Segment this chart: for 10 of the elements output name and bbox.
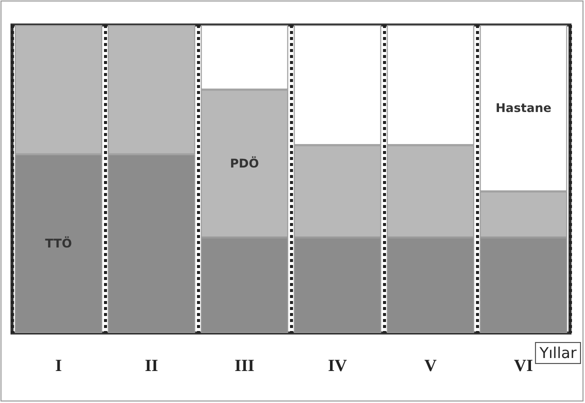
x-tick-label: IV <box>328 356 348 375</box>
x-tick-label: II <box>144 356 158 375</box>
x-tick-label: III <box>234 356 255 375</box>
x-tick-label: VI <box>514 356 534 375</box>
x-tick-label: I <box>55 356 62 375</box>
x-axis-title: Yıllar <box>538 344 578 362</box>
series-label: PDÖ <box>230 156 259 171</box>
series-label: TTÖ <box>45 236 72 251</box>
x-tick-label: V <box>424 356 438 375</box>
series-label: Hastane <box>496 101 552 116</box>
